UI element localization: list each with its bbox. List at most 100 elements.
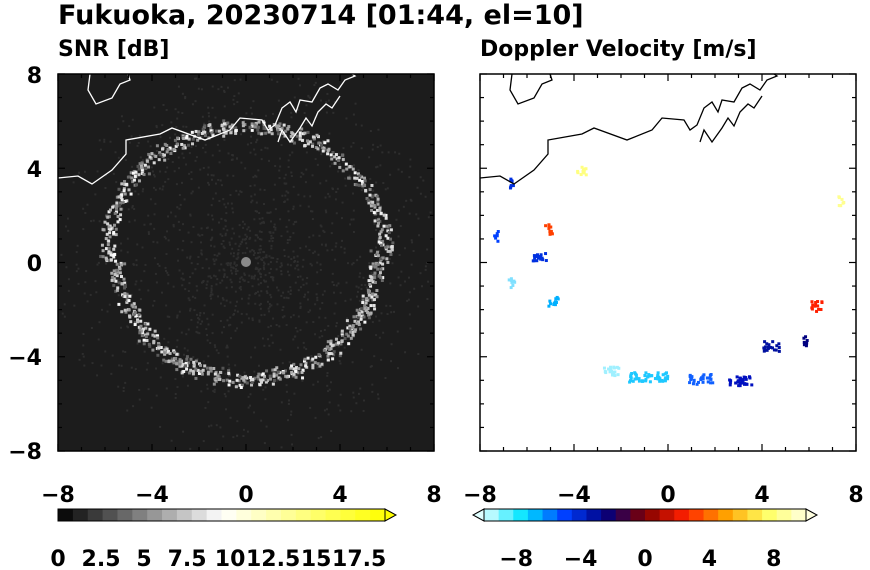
snr-noise-cell [286, 263, 289, 266]
snr-noise-cell [182, 223, 185, 226]
snr-noise-cell [375, 181, 378, 184]
snr-noise-cell [424, 195, 427, 198]
snr-noise-cell [254, 174, 257, 177]
doppler-echo-cell [816, 304, 820, 308]
snr-noise-cell [365, 286, 368, 289]
snr-noise-cell [98, 139, 101, 142]
snr-echo-cell [386, 229, 390, 233]
snr-echo-cell [139, 324, 143, 328]
snr-noise-cell [310, 355, 313, 358]
snr-noise-cell [288, 361, 291, 364]
snr-noise-cell [205, 258, 208, 261]
doppler-echo-cell [609, 365, 613, 369]
snr-noise-cell [201, 135, 204, 138]
snr-noise-cell [377, 128, 380, 131]
snr-noise-cell [289, 286, 292, 289]
snr-echo-cell [145, 339, 149, 343]
snr-noise-cell [266, 147, 269, 150]
snr-echo-cell [146, 332, 150, 336]
snr-noise-cell [176, 206, 179, 209]
snr-noise-cell [305, 168, 308, 171]
snr-noise-cell [218, 221, 221, 224]
snr-echo-cell [373, 276, 377, 280]
snr-noise-cell [121, 207, 124, 210]
snr-noise-cell [239, 277, 242, 280]
snr-noise-cell [124, 158, 127, 161]
snr-noise-cell [358, 275, 361, 278]
snr-noise-cell [328, 388, 331, 391]
snr-noise-cell [390, 311, 393, 314]
snr-echo-cell [182, 136, 186, 140]
snr-echo-cell [120, 190, 124, 194]
snr-noise-cell [201, 267, 204, 270]
snr-echo-cell [185, 136, 189, 140]
snr-echo-cell [364, 309, 368, 313]
snr-echo-cell [129, 192, 133, 196]
snr-noise-cell [152, 240, 155, 243]
snr-echo-cell [361, 301, 365, 305]
snr-echo-cell [337, 341, 341, 345]
snr-noise-cell [117, 385, 120, 388]
snr-echo-cell [379, 276, 383, 280]
snr-echo-cell [115, 288, 119, 292]
snr-noise-cell [275, 324, 278, 327]
doppler-echo-cell [509, 184, 513, 188]
snr-noise-cell [118, 205, 121, 208]
snr-echo-cell [104, 247, 108, 251]
snr-echo-cell [360, 175, 364, 179]
doppler-echo-cell [539, 255, 543, 259]
snr-noise-cell [185, 371, 188, 374]
snr-noise-cell [238, 224, 241, 227]
snr-noise-cell [206, 317, 209, 320]
snr-echo-cell [368, 296, 372, 300]
snr-noise-cell [270, 78, 273, 81]
snr-echo-cell [355, 183, 359, 187]
doppler-echo-cell [549, 302, 553, 306]
snr-noise-cell [258, 320, 261, 323]
snr-noise-cell [212, 197, 215, 200]
snr-noise-cell [287, 270, 290, 273]
snr-noise-cell [256, 256, 259, 259]
snr-noise-cell [249, 236, 252, 239]
snr-noise-cell [285, 190, 288, 193]
snr-echo-cell [318, 364, 322, 368]
snr-echo-cell [370, 278, 374, 282]
snr-noise-cell [177, 85, 180, 88]
snr-echo-cell [360, 179, 364, 183]
snr-noise-cell [263, 262, 266, 265]
snr-echo-cell [268, 374, 272, 378]
snr-noise-cell [214, 116, 217, 119]
snr-noise-cell [96, 170, 99, 173]
snr-echo-cell [165, 150, 169, 154]
snr-noise-cell [417, 353, 420, 356]
snr-noise-cell [184, 96, 187, 99]
snr-noise-cell [346, 322, 349, 325]
snr-noise-cell [221, 297, 224, 300]
snr-noise-cell [201, 233, 204, 236]
snr-echo-cell [328, 352, 332, 356]
snr-echo-cell [367, 313, 371, 317]
x-tick-label: −8 [463, 483, 497, 508]
snr-noise-cell [305, 321, 308, 324]
snr-echo-cell [181, 134, 185, 138]
snr-echo-cell [231, 380, 235, 384]
snr-noise-cell [319, 182, 322, 185]
snr-noise-cell [188, 299, 191, 302]
snr-noise-cell [164, 266, 167, 269]
snr-noise-cell [299, 302, 302, 305]
snr-noise-cell [137, 193, 140, 196]
doppler-echo-cell [629, 375, 633, 379]
snr-echo-cell [265, 369, 269, 373]
snr-noise-cell [207, 355, 210, 358]
snr-echo-cell [284, 369, 288, 373]
snr-echo-cell [106, 215, 110, 219]
snr-noise-cell [235, 300, 238, 303]
snr-noise-cell [194, 145, 197, 148]
snr-noise-cell [315, 293, 318, 296]
snr-noise-cell [126, 251, 129, 254]
doppler-echo-cell [547, 224, 551, 228]
snr-echo-cell [113, 253, 117, 257]
snr-noise-cell [244, 233, 247, 236]
snr-noise-cell [238, 280, 241, 283]
snr-echo-cell [127, 299, 131, 303]
